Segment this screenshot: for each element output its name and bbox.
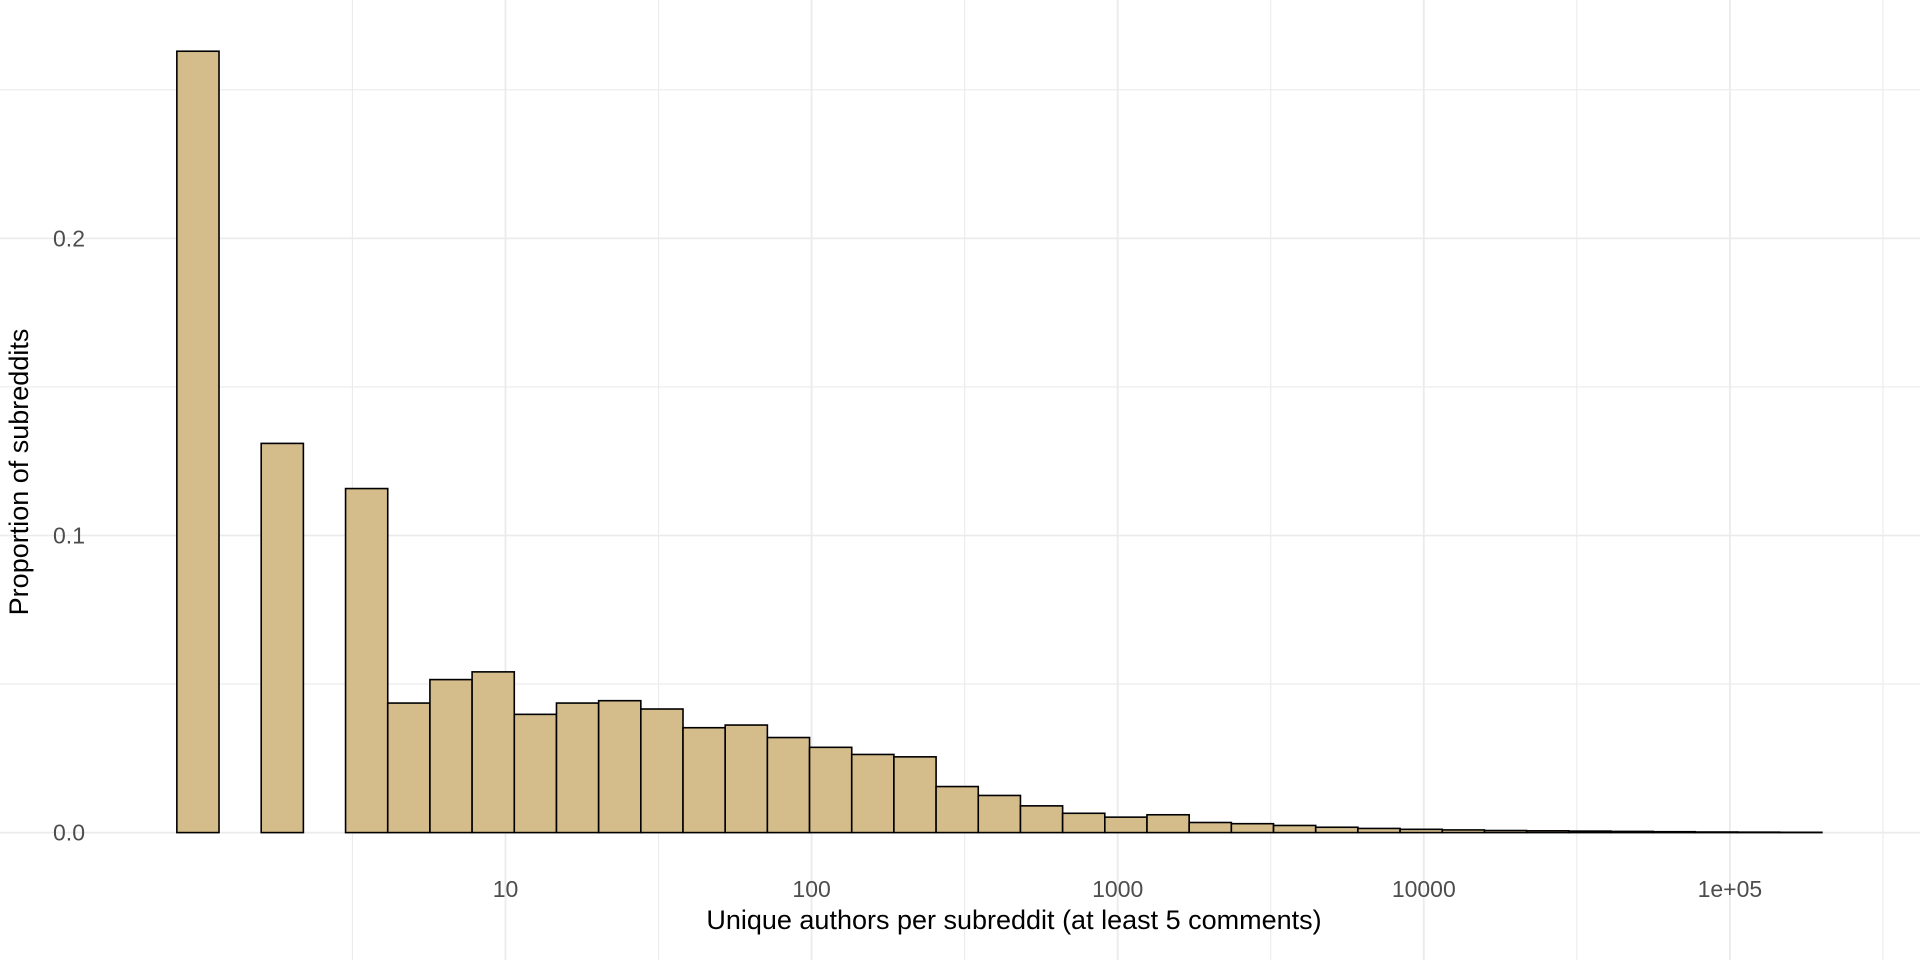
svg-text:1e+05: 1e+05 [1698, 876, 1763, 902]
svg-text:0.2: 0.2 [53, 225, 85, 251]
svg-text:0.0: 0.0 [53, 820, 85, 846]
svg-text:Unique authors per subreddit (: Unique authors per subreddit (at least 5… [706, 905, 1321, 935]
svg-text:0.1: 0.1 [53, 523, 85, 549]
svg-text:1000: 1000 [1092, 876, 1143, 902]
svg-text:Proportion of subreddits: Proportion of subreddits [4, 329, 34, 616]
svg-text:10000: 10000 [1392, 876, 1456, 902]
svg-text:10: 10 [493, 876, 519, 902]
svg-text:100: 100 [792, 876, 830, 902]
